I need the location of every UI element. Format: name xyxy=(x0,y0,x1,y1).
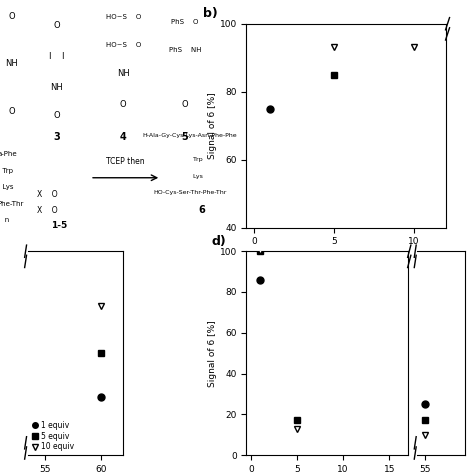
Text: I    I: I I xyxy=(49,52,64,61)
Y-axis label: Signal of 6 [%]: Signal of 6 [%] xyxy=(208,92,217,159)
Text: O: O xyxy=(54,21,60,30)
Text: TCEP then: TCEP then xyxy=(106,157,145,166)
Legend: 1 equiv, 5 equiv, 10 equiv: 1 equiv, 5 equiv, 10 equiv xyxy=(32,421,74,451)
Text: O: O xyxy=(120,100,127,109)
Text: b): b) xyxy=(203,8,218,20)
Text: O: O xyxy=(182,100,188,109)
Text: PhS    NH: PhS NH xyxy=(169,47,201,53)
Text: O: O xyxy=(9,12,15,21)
Text: O: O xyxy=(54,111,60,120)
Text: NH: NH xyxy=(51,83,63,92)
Text: 3: 3 xyxy=(54,132,60,142)
Text: Lys: Lys xyxy=(177,174,202,179)
Text: Phe-Thr: Phe-Thr xyxy=(0,201,24,207)
Text: HO~S    O: HO~S O xyxy=(106,42,141,48)
Text: Lys: Lys xyxy=(0,184,13,190)
Text: X    O: X O xyxy=(37,206,58,215)
Text: 4: 4 xyxy=(120,132,127,142)
Text: a-Phe: a-Phe xyxy=(0,151,17,157)
Text: d): d) xyxy=(211,235,226,248)
Text: 6: 6 xyxy=(198,205,205,215)
Text: n: n xyxy=(0,218,9,223)
Text: Trp: Trp xyxy=(0,168,13,173)
Text: NH: NH xyxy=(117,69,129,78)
Text: O: O xyxy=(9,107,15,116)
Text: 5: 5 xyxy=(182,132,188,142)
Text: NH: NH xyxy=(6,59,18,68)
Text: Trp: Trp xyxy=(177,157,202,162)
Text: H-Ala-Gy-Cys-Lys-Asn-Phe-Phe: H-Ala-Gy-Cys-Lys-Asn-Phe-Phe xyxy=(142,134,237,138)
X-axis label: Time [min]: Time [min] xyxy=(319,252,373,262)
Text: PhS    O: PhS O xyxy=(171,18,199,25)
Text: X    O: X O xyxy=(37,190,58,199)
Y-axis label: Signal of 6 [%]: Signal of 6 [%] xyxy=(208,320,217,386)
Text: HO-Cys-Ser-Thr-Phe-Thr: HO-Cys-Ser-Thr-Phe-Thr xyxy=(153,191,226,195)
Text: 1-5: 1-5 xyxy=(51,220,67,229)
Text: HO~S    O: HO~S O xyxy=(106,14,141,20)
